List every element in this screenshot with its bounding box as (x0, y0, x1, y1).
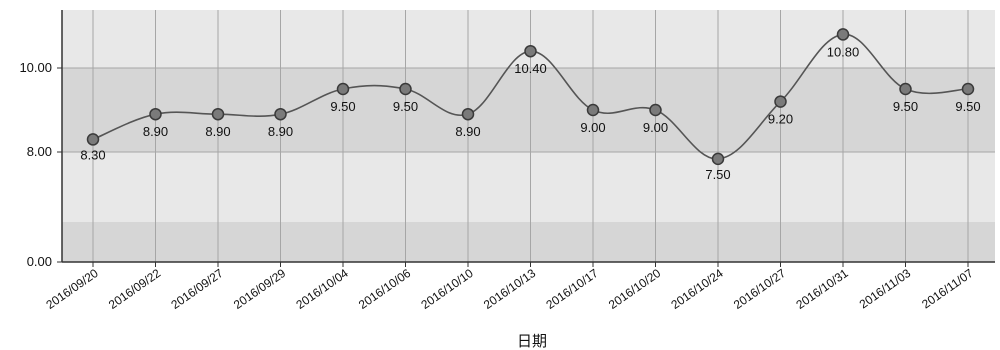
data-label: 9.00 (580, 120, 605, 135)
x-tick-label: 2016/10/10 (418, 266, 475, 312)
data-point-marker (211, 107, 225, 121)
series-line (92, 33, 969, 160)
x-tick-label: 2016/10/20 (606, 266, 663, 312)
x-tick-label: 2016/09/27 (168, 266, 225, 312)
x-axis-label: 日期 (517, 332, 547, 350)
x-tick-label: 2016/10/13 (481, 266, 538, 312)
x-tick-label: 2016/09/20 (43, 266, 100, 312)
data-point-marker (524, 44, 537, 58)
series-markers (86, 28, 975, 166)
data-point-marker (86, 133, 100, 146)
data-point-marker (274, 107, 287, 121)
y-tick-label: 10.00 (19, 60, 52, 75)
data-point-marker (961, 82, 975, 96)
data-label: 8.90 (143, 124, 168, 139)
x-tick-label: 2016/11/07 (919, 266, 976, 312)
y-tick-label: 0.00 (27, 254, 52, 269)
data-labels: 8.30 8.90 8.90 8.90 9.50 9.50 8.90 10.40 9.00 9.0… (80, 44, 980, 181)
y-axis-ticks: 0.00 8.00 10.00 (19, 60, 62, 269)
x-tick-label: 2016/10/04 (293, 266, 350, 312)
x-tick-label: 2016/10/24 (668, 266, 725, 312)
x-tick-label: 2016/09/22 (106, 266, 163, 312)
data-point-marker (149, 107, 162, 121)
band-8-to-10 (62, 68, 995, 152)
data-point-marker (461, 107, 475, 121)
x-tick-label: 2016/10/27 (731, 266, 788, 312)
data-label: 8.90 (205, 124, 230, 139)
data-label: 8.90 (455, 124, 480, 139)
data-point-marker (774, 95, 787, 108)
data-label: 9.50 (330, 99, 355, 114)
data-label: 10.80 (827, 44, 860, 59)
x-tick-label: 2016/10/31 (793, 266, 850, 312)
data-label: 8.30 (80, 147, 105, 162)
x-tick-label: 2016/11/03 (857, 266, 914, 312)
data-label: 8.90 (268, 124, 293, 139)
data-label: 9.50 (893, 99, 918, 114)
data-label: 9.00 (643, 120, 668, 135)
y-tick-label: 8.00 (27, 144, 52, 159)
data-point-marker (899, 82, 912, 96)
data-label: 9.50 (393, 99, 418, 114)
data-point-marker (711, 152, 725, 166)
data-label: 9.50 (955, 99, 980, 114)
data-label: 7.50 (705, 167, 730, 182)
x-axis-ticks: 2016/09/20 2016/09/22 2016/09/27 2016/09/29… (43, 262, 976, 312)
band-axis-break (62, 222, 995, 262)
data-point-marker (649, 103, 662, 117)
data-point-marker (586, 103, 600, 117)
data-label: 10.40 (514, 61, 547, 76)
data-point-marker (336, 82, 350, 96)
x-tick-label: 2016/10/06 (356, 266, 413, 312)
data-point-marker (399, 82, 412, 96)
x-tick-label: 2016/10/17 (543, 266, 600, 312)
data-point-marker (836, 28, 850, 41)
x-tick-label: 2016/09/29 (231, 266, 288, 312)
data-label: 9.20 (768, 112, 793, 127)
